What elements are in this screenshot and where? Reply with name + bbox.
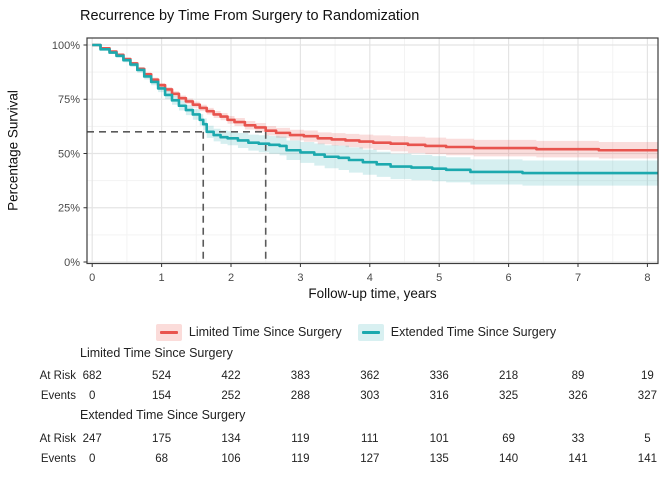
risk-table-events-value: 325: [499, 389, 519, 402]
risk-table-group-header: Extended Time Since Surgery: [80, 407, 246, 422]
x-tick-label: 7: [575, 272, 581, 284]
risk-table-events-value: 316: [429, 389, 449, 402]
risk-table-at-risk-value: 422: [221, 369, 241, 382]
risk-table-events-value: 252: [221, 389, 241, 402]
y-tick-label: 100%: [52, 40, 80, 52]
risk-table-events-value: 154: [152, 389, 172, 402]
legend-swatch-extended-icon: [357, 323, 384, 341]
panel-border: [86, 37, 659, 265]
x-tick-label: 5: [436, 272, 442, 284]
ci-band-extended: [92, 45, 658, 186]
x-tick-label: 4: [367, 272, 373, 284]
y-tick-label: 50%: [58, 148, 80, 160]
y-tick-label: 25%: [58, 203, 80, 215]
risk-table-at-risk-value: 175: [152, 432, 172, 445]
risk-table-events-value: 303: [360, 389, 380, 402]
risk-table-events-value: 288: [290, 389, 310, 402]
risk-table-row-label-events: Events: [40, 389, 76, 402]
survival-curve-extended: [92, 43, 658, 175]
y-tick-label: 75%: [58, 94, 80, 106]
chart-title: Recurrence by Time From Surgery to Rando…: [80, 8, 420, 24]
x-tick-label: 3: [297, 272, 303, 284]
risk-table-group-header: Limited Time Since Surgery: [80, 345, 233, 360]
risk-table-row-label-at-risk: At Risk: [39, 369, 76, 382]
legend-label-limited: Limited Time Since Surgery: [188, 325, 342, 339]
risk-table-at-risk-value: 383: [290, 369, 310, 382]
risk-table-events-value: 0: [88, 389, 96, 402]
risk-table-at-risk-value: 33: [571, 432, 585, 445]
risk-table-at-risk-value: 5: [644, 432, 651, 445]
risk-table-at-risk-value: 89: [571, 369, 585, 382]
risk-table-events-value: 119: [291, 452, 310, 465]
x-axis-title: Follow-up time, years: [308, 286, 437, 301]
risk-table-events-value: 0: [88, 452, 96, 465]
risk-table-at-risk-value: 218: [499, 369, 519, 382]
risk-table-at-risk-value: 69: [502, 432, 515, 445]
risk-table-at-risk-value: 362: [360, 369, 380, 382]
x-tick-label: 0: [89, 272, 95, 284]
risk-table-events-value: 135: [429, 452, 449, 465]
risk-table-events-value: 326: [568, 389, 588, 402]
risk-table-at-risk-value: 336: [429, 369, 449, 382]
risk-table-events-value: 140: [499, 452, 519, 465]
risk-table-events-value: 141: [637, 452, 657, 465]
risk-table-at-risk-value: 247: [82, 432, 102, 445]
x-tick-label: 1: [159, 272, 165, 284]
risk-table-at-risk-value: 682: [82, 369, 102, 382]
ci-band-limited: [92, 45, 658, 159]
risk-table-events-value: 141: [568, 452, 588, 465]
x-tick-label: 8: [644, 272, 650, 284]
legend-key-line-extended: [361, 330, 380, 334]
risk-table-at-risk-value: 19: [640, 369, 654, 382]
risk-table-events-value: 127: [360, 452, 380, 465]
risk-table-events-value: 327: [637, 389, 657, 402]
risk-table-at-risk-value: 524: [152, 369, 172, 382]
risk-table-at-risk-value: 134: [221, 432, 241, 445]
y-tick-label: 0%: [64, 257, 80, 269]
x-tick-label: 2: [228, 272, 234, 284]
x-tick-label: 6: [506, 272, 512, 284]
risk-table-events-value: 68: [155, 452, 168, 465]
survival-curve-plot: 0 1 2 3 4 5 6 7 8 0% 25% 50% 75% 100%: [52, 37, 659, 284]
legend-item-extended: Extended Time Since Surgery: [357, 323, 557, 341]
risk-table-at-risk-value: 101: [429, 432, 449, 445]
chart-legend: Limited Time Since Surgery Extended Time …: [40, 322, 672, 342]
risk-table-row-label-events: Events: [40, 452, 76, 465]
risk-table-events-value: 106: [221, 452, 241, 465]
legend-item-limited: Limited Time Since Surgery: [155, 323, 342, 341]
legend-swatch-limited-icon: [155, 323, 182, 341]
legend-key-line-limited: [159, 330, 178, 334]
risk-table-at-risk-value: 111: [361, 432, 379, 445]
risk-table-at-risk-value: 119: [291, 432, 310, 445]
legend-label-extended: Extended Time Since Surgery: [390, 325, 557, 339]
risk-table-row-label-at-risk: At Risk: [39, 432, 76, 445]
